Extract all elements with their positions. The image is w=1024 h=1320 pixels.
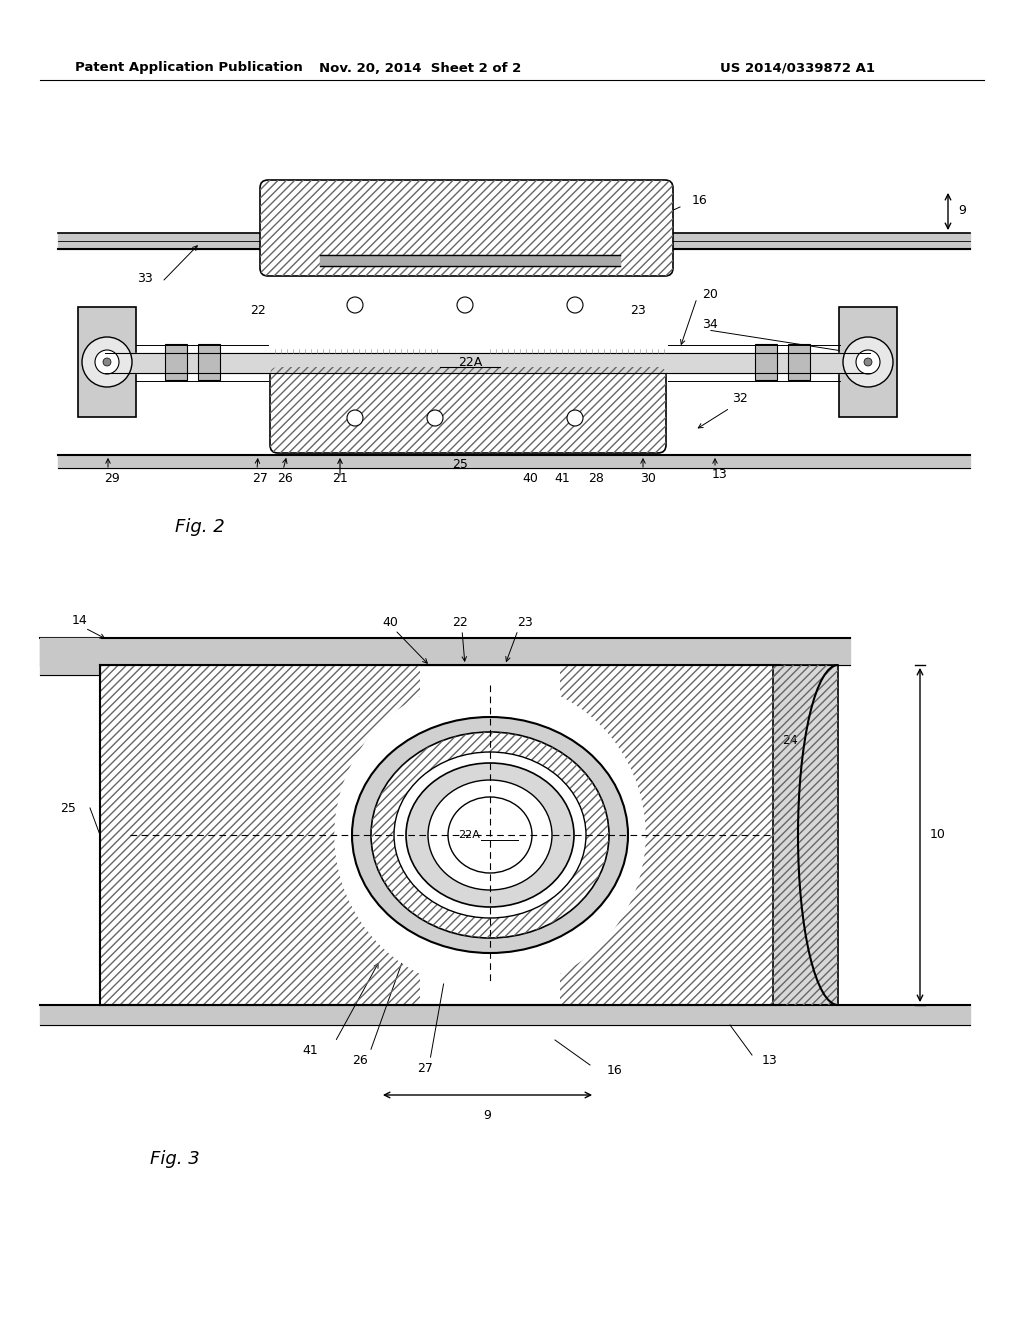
Text: 33: 33 bbox=[137, 272, 153, 285]
Text: 10: 10 bbox=[930, 829, 946, 842]
Text: 40: 40 bbox=[522, 471, 538, 484]
Text: 22A: 22A bbox=[458, 355, 482, 368]
Circle shape bbox=[335, 680, 645, 990]
Text: 26: 26 bbox=[352, 1053, 368, 1067]
Ellipse shape bbox=[371, 733, 609, 939]
Text: 35: 35 bbox=[347, 219, 362, 231]
Text: 24: 24 bbox=[447, 215, 463, 228]
Text: 23: 23 bbox=[630, 304, 646, 317]
Circle shape bbox=[427, 411, 443, 426]
Text: Fig. 2: Fig. 2 bbox=[175, 517, 225, 536]
Text: US 2014/0339872 A1: US 2014/0339872 A1 bbox=[720, 62, 874, 74]
Text: 25: 25 bbox=[60, 801, 76, 814]
Text: 32: 32 bbox=[732, 392, 748, 404]
Text: 41: 41 bbox=[554, 471, 570, 484]
Text: Fig. 3: Fig. 3 bbox=[151, 1150, 200, 1168]
Text: 29: 29 bbox=[104, 471, 120, 484]
Ellipse shape bbox=[449, 797, 532, 873]
Text: 27: 27 bbox=[252, 471, 268, 484]
Text: 21: 21 bbox=[332, 471, 348, 484]
Bar bbox=[755, 345, 777, 380]
Bar bbox=[165, 345, 187, 380]
Text: Patent Application Publication: Patent Application Publication bbox=[75, 62, 303, 74]
Circle shape bbox=[95, 350, 119, 374]
Text: 30: 30 bbox=[640, 471, 656, 484]
Ellipse shape bbox=[428, 780, 552, 890]
Circle shape bbox=[457, 297, 473, 313]
Circle shape bbox=[843, 337, 893, 387]
Circle shape bbox=[567, 411, 583, 426]
Text: 13: 13 bbox=[762, 1053, 778, 1067]
FancyBboxPatch shape bbox=[260, 180, 673, 276]
Text: 23: 23 bbox=[517, 615, 532, 628]
Bar bbox=[560, 665, 780, 1005]
Bar bbox=[788, 345, 810, 380]
Text: 8: 8 bbox=[466, 202, 474, 215]
Text: 9: 9 bbox=[483, 1109, 490, 1122]
FancyBboxPatch shape bbox=[270, 367, 666, 453]
Text: 22: 22 bbox=[453, 615, 468, 628]
Circle shape bbox=[103, 358, 111, 366]
Text: 13: 13 bbox=[712, 469, 728, 482]
Bar bbox=[100, 665, 420, 1005]
Bar bbox=[198, 345, 220, 380]
Bar bbox=[560, 665, 780, 1005]
Ellipse shape bbox=[406, 763, 574, 907]
Bar bbox=[100, 665, 420, 1005]
Bar bbox=[78, 308, 136, 417]
Text: 22: 22 bbox=[250, 304, 266, 317]
Text: 20: 20 bbox=[702, 289, 718, 301]
Text: 14: 14 bbox=[72, 614, 88, 627]
Text: 41: 41 bbox=[302, 1044, 317, 1056]
Text: 9: 9 bbox=[958, 205, 966, 218]
Circle shape bbox=[82, 337, 132, 387]
Text: 31: 31 bbox=[83, 392, 99, 404]
Circle shape bbox=[864, 358, 872, 366]
Text: 34: 34 bbox=[702, 318, 718, 331]
Ellipse shape bbox=[352, 717, 628, 953]
Circle shape bbox=[856, 350, 880, 374]
Text: 27: 27 bbox=[417, 1061, 433, 1074]
Text: 14: 14 bbox=[392, 214, 408, 227]
Circle shape bbox=[347, 411, 362, 426]
Text: 25: 25 bbox=[452, 458, 468, 471]
Text: 16: 16 bbox=[607, 1064, 623, 1077]
Text: 22A: 22A bbox=[458, 830, 480, 840]
Text: Nov. 20, 2014  Sheet 2 of 2: Nov. 20, 2014 Sheet 2 of 2 bbox=[318, 62, 521, 74]
Text: 24: 24 bbox=[782, 734, 798, 747]
Bar bbox=[773, 665, 838, 1005]
Text: 40: 40 bbox=[382, 615, 398, 628]
Bar bbox=[839, 308, 897, 417]
Circle shape bbox=[567, 297, 583, 313]
Circle shape bbox=[347, 297, 362, 313]
Text: 16: 16 bbox=[692, 194, 708, 206]
Text: 26: 26 bbox=[278, 471, 293, 484]
Text: 28: 28 bbox=[588, 471, 604, 484]
Bar bbox=[773, 665, 838, 1005]
Ellipse shape bbox=[394, 752, 586, 917]
